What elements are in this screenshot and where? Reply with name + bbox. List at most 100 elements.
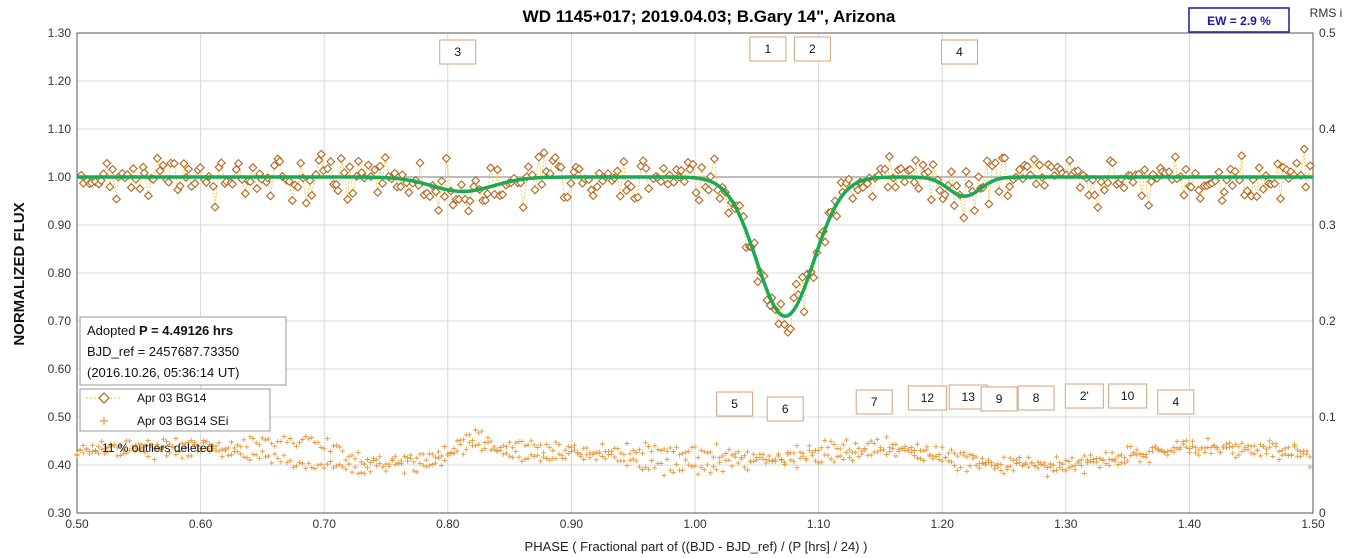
data-point [240,188,250,199]
data-point [434,205,444,215]
sei-point [646,444,652,449]
sei-point [658,448,664,453]
data-point [179,159,189,169]
sei-point [788,457,794,463]
sei-point [834,454,840,460]
sei-point [120,447,126,453]
data-point [776,299,786,309]
y2-tick-label: 0 [1319,506,1326,520]
sei-point [361,470,367,476]
sei-point [1183,444,1189,450]
y-tick-label: 0.30 [48,506,72,520]
sei-point [741,453,747,459]
sei-point [859,451,865,457]
data-point [688,159,698,169]
sei-point [1193,450,1199,456]
data-point [890,182,900,192]
sei-point [874,449,880,455]
sei-point [1276,449,1282,454]
sei-point [1081,453,1087,459]
sei-point [1258,453,1263,459]
sei-point [707,449,713,455]
sei-point [494,449,500,455]
sei-point [1103,449,1109,455]
sei-point [667,445,673,451]
sei-point [797,449,803,455]
sei-point [630,448,636,453]
sei-point [358,459,364,465]
sei-point [1118,452,1124,458]
sei-point [1236,444,1242,450]
sei-point [1106,462,1112,468]
sei-point [374,463,380,469]
data-point [1005,181,1015,192]
sei-point [831,459,837,465]
sei-point [983,462,988,468]
sei-point [1162,450,1168,455]
dip-label: 6 [782,402,789,416]
sei-point [1109,457,1115,463]
sei-point [423,457,429,463]
sei-point [720,453,726,459]
sei-point [229,439,234,445]
data-point [431,187,441,197]
sei-point [454,448,460,454]
ew-label: EW = 2.9 % [1207,14,1271,28]
sei-point [331,465,336,471]
sei-point [439,463,445,468]
sei-point [534,445,540,450]
sei-point [470,438,475,444]
dip-label: 2 [809,42,816,56]
data-point [1226,164,1236,174]
data-point [1292,158,1302,168]
data-point [550,153,560,163]
sei-point [541,450,547,456]
sei-point [921,458,927,463]
data-point [926,195,936,205]
sei-point [853,449,859,455]
sei-point [173,451,179,457]
data-point [621,186,631,196]
sei-point [831,441,837,447]
sei-point [741,464,747,470]
dip-label-box [980,386,1018,412]
data-point [336,153,346,164]
sei-point [1298,453,1304,459]
sei-point [825,445,831,451]
data-point [275,156,285,167]
sei-series [74,427,1313,479]
sei-point [479,448,485,454]
sei-point [1128,453,1134,459]
sei-point [429,461,435,467]
sei-point [915,455,920,461]
data-point [694,195,704,205]
dip-label-box [1017,385,1055,411]
data-point [1227,181,1237,191]
data-point [465,196,475,206]
sei-point [670,449,676,454]
dip-label-box [749,36,787,62]
sei-point [346,461,352,467]
sei-point [550,448,556,453]
sei-point [232,445,238,451]
dip-label: 9 [996,392,1003,406]
sei-point [633,450,639,455]
sei-point [680,451,686,457]
sei-point [244,455,250,461]
sei-point [420,462,426,468]
bjd-ref: BJD_ref = 2457687.73350 [87,344,239,359]
sei-point [973,454,979,460]
sei-point [674,461,679,467]
sei-point [528,438,534,444]
sei-point [683,457,689,463]
sei-point [729,463,735,469]
sei-point [766,453,772,459]
sei-point [640,467,645,472]
sei-point [451,445,457,451]
sei-point [1254,447,1260,453]
sei-point [686,462,692,468]
sei-point [290,440,296,446]
sei-point [1020,463,1025,469]
sei-point [556,442,562,447]
sei-point [887,444,893,450]
